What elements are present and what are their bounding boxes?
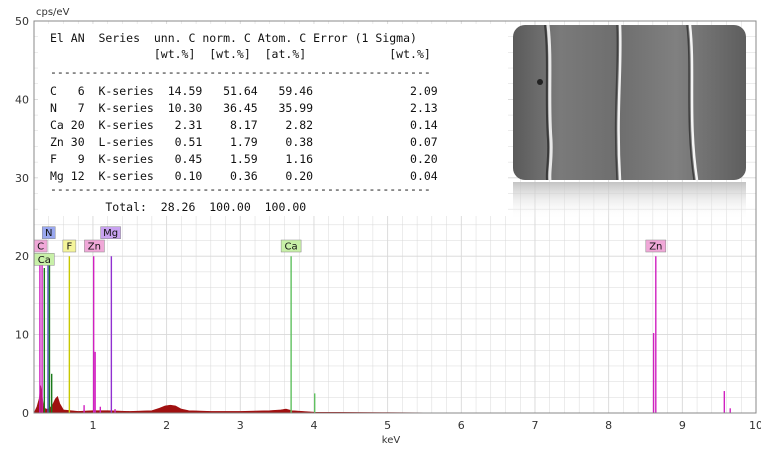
- y-tick-label: 0: [22, 407, 29, 420]
- x-tick-label: 6: [458, 419, 465, 432]
- table-row: Ca 20 K-series 2.31 8.17 2.82 0.14: [50, 118, 438, 132]
- table-rule-top: ----------------------------------------…: [50, 65, 431, 79]
- y-tick-label: 10: [15, 329, 29, 342]
- spectrum-layer: [33, 385, 756, 414]
- spectrum-area: [33, 385, 756, 414]
- x-tick-label: 7: [531, 419, 538, 432]
- plot-frame: [33, 20, 757, 414]
- peak-label: Zn: [88, 242, 101, 253]
- x-tick-label: 10: [749, 419, 761, 432]
- peak-label: Zn: [649, 242, 662, 253]
- x-tick-label: 9: [679, 419, 686, 432]
- peak-label: Mg: [103, 228, 118, 239]
- table-row: F 9 K-series 0.45 1.59 1.16 0.20: [50, 152, 438, 166]
- table-row: N 7 K-series 10.30 36.45 35.99 2.13: [50, 101, 438, 115]
- peak-labels-layer: N Mg C F Zn Ca Zn Ca: [33, 226, 667, 266]
- peak-label-box: [280, 239, 302, 253]
- peak-label: Ca: [285, 242, 298, 253]
- y-tick-labels: 0 10 20 30 40 50: [15, 15, 29, 420]
- quantification-table: El AN Series unn. C norm. C Atom. C Erro…: [38, 24, 508, 216]
- peak-label-box: [645, 239, 667, 253]
- table-row: C 6 K-series 14.59 51.64 59.46 2.09: [50, 84, 438, 98]
- peak-label: C: [37, 242, 44, 253]
- x-tick-labels: 1 2 3 4 5 6 7 8 9 10: [89, 419, 761, 432]
- y-tick-label: 40: [15, 93, 29, 106]
- element-lines-layer: [39, 256, 731, 413]
- peak-label: F: [66, 242, 72, 253]
- table-total-row: Total: 28.26 100.00 100.00: [50, 200, 306, 214]
- x-tick-label: 2: [163, 419, 170, 432]
- peak-label-box: [62, 239, 77, 253]
- x-tick-label: 8: [605, 419, 612, 432]
- x-tick-label: 4: [310, 419, 317, 432]
- peak-label: N: [45, 228, 52, 239]
- table-header-row-1: El AN Series unn. C norm. C Atom. C Erro…: [50, 31, 417, 45]
- peak-label-box: [100, 226, 121, 239]
- x-tick-label: 5: [384, 419, 391, 432]
- table-row: Mg 12 K-series 0.10 0.36 0.20 0.04: [50, 169, 438, 183]
- table-rows: C 6 K-series 14.59 51.64 59.46 2.09 N 7 K…: [50, 84, 438, 183]
- y-tick-label: 30: [15, 172, 29, 185]
- x-tick-label: 1: [89, 419, 96, 432]
- table-rule-bottom: ----------------------------------------…: [50, 182, 431, 196]
- x-tick-label: 3: [237, 419, 244, 432]
- peak-label-box: [84, 239, 105, 253]
- table-row: Zn 30 L-series 0.51 1.79 0.38 0.07: [50, 135, 438, 149]
- y-tick-label: 50: [15, 15, 29, 28]
- peak-label-box: [41, 226, 56, 239]
- table-header-row-2: [wt.%] [wt.%] [at.%] [wt.%]: [50, 47, 431, 61]
- peak-label: Ca: [38, 255, 51, 266]
- sem-micrograph-image: [513, 25, 746, 220]
- y-tick-label: 20: [15, 250, 29, 263]
- y-axis-title: cps/eV: [36, 7, 70, 18]
- x-axis-title: keV: [382, 435, 401, 446]
- table-background: [38, 24, 508, 216]
